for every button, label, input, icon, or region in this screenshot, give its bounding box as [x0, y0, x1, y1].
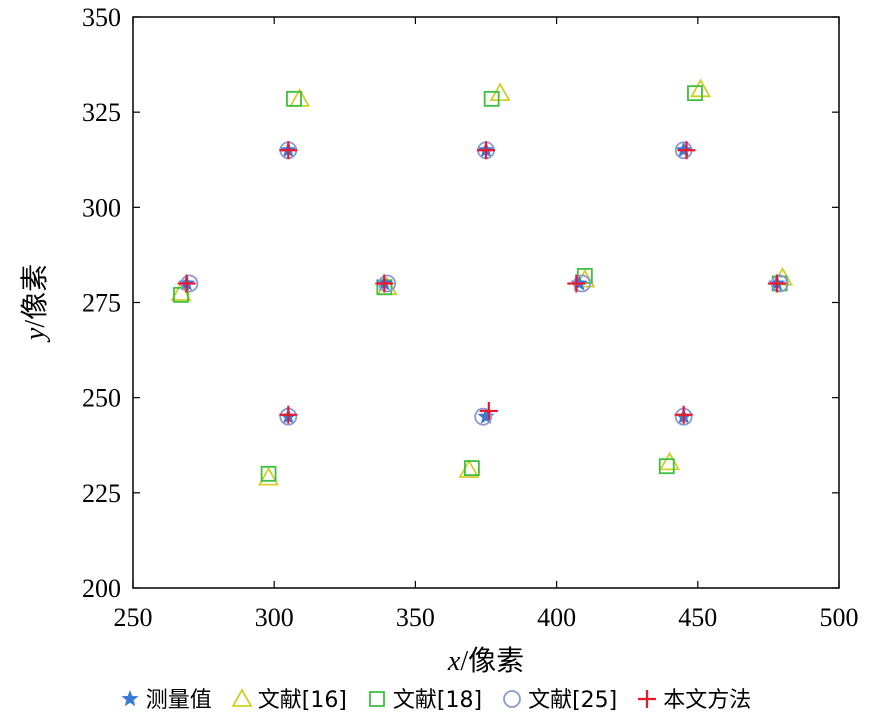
y-tick-label: 200 [82, 574, 121, 603]
y-tick-label: 275 [82, 289, 121, 318]
x-axis-title: x/像素 [447, 645, 524, 677]
point-square [687, 85, 703, 102]
data-marks [170, 78, 794, 486]
point-triangle [690, 78, 712, 98]
triangle-icon [231, 688, 253, 707]
x-tick-label: 400 [537, 603, 576, 632]
point-square [463, 460, 480, 476]
x-tick-label: 450 [678, 603, 717, 632]
legend-label: 文献[16] [257, 688, 347, 713]
point-square [173, 286, 189, 303]
point-square [658, 458, 675, 475]
legend-label: 文献[25] [528, 688, 618, 713]
x-tick-label: 250 [114, 603, 153, 632]
y-tick-label: 350 [82, 3, 121, 32]
point-circle [474, 407, 493, 426]
legend-item: 测量值 [118, 682, 212, 714]
legend-marker [121, 690, 139, 707]
legend: 测量值 文献[16] 文献[18] 文献[25] 本文方法 [0, 678, 869, 718]
point-plus [567, 274, 586, 293]
point-plus [279, 141, 298, 160]
legend-marker [503, 690, 521, 708]
square-icon [369, 691, 385, 707]
circle-icon [503, 690, 521, 708]
point-plus [477, 141, 495, 160]
point-plus [479, 401, 498, 420]
point-plus [767, 274, 786, 293]
point-plus [177, 274, 196, 293]
point-square [483, 90, 500, 107]
legend-item: 文献[25] [500, 682, 617, 714]
legend-marker [638, 690, 657, 708]
scatter-chart: 250 300 350 400 450 500200225250275300325350 … [19, 3, 859, 677]
y-tick-label: 225 [82, 479, 121, 508]
y-tick-label: 325 [82, 98, 121, 127]
legend-item: 本文方法 [635, 682, 751, 714]
legend-item: 文献[18] [365, 682, 482, 714]
legend-label: 文献[18] [392, 688, 483, 713]
x-tick-label: 350 [396, 603, 435, 632]
point-triangle [170, 282, 192, 301]
point-triangle [659, 451, 681, 471]
point-plus [674, 405, 693, 424]
point-square [260, 465, 277, 482]
star-icon [121, 690, 139, 707]
legend-marker [231, 688, 253, 707]
y-tick-label: 300 [82, 193, 121, 222]
point-square [286, 90, 302, 107]
axis-ticks: 250 300 350 400 450 500 200 225 250 275 300 325 350 [82, 3, 859, 632]
point-plus [677, 141, 696, 160]
legend-label: 本文方法 [663, 688, 752, 713]
point-plus [279, 405, 298, 424]
point-star [477, 407, 495, 424]
legend-item: 文献[16] [230, 682, 347, 714]
plot-frame [132, 16, 840, 589]
legend-label: 测量值 [145, 688, 212, 713]
y-axis-title: y/像素 [19, 264, 51, 343]
point-plus [375, 274, 394, 293]
x-tick-label: 500 [820, 603, 859, 632]
y-tick-label: 250 [82, 384, 121, 413]
legend-marker [369, 691, 385, 707]
plus-icon [638, 690, 657, 708]
point-triangle [258, 466, 280, 486]
x-tick-label: 300 [255, 603, 294, 632]
